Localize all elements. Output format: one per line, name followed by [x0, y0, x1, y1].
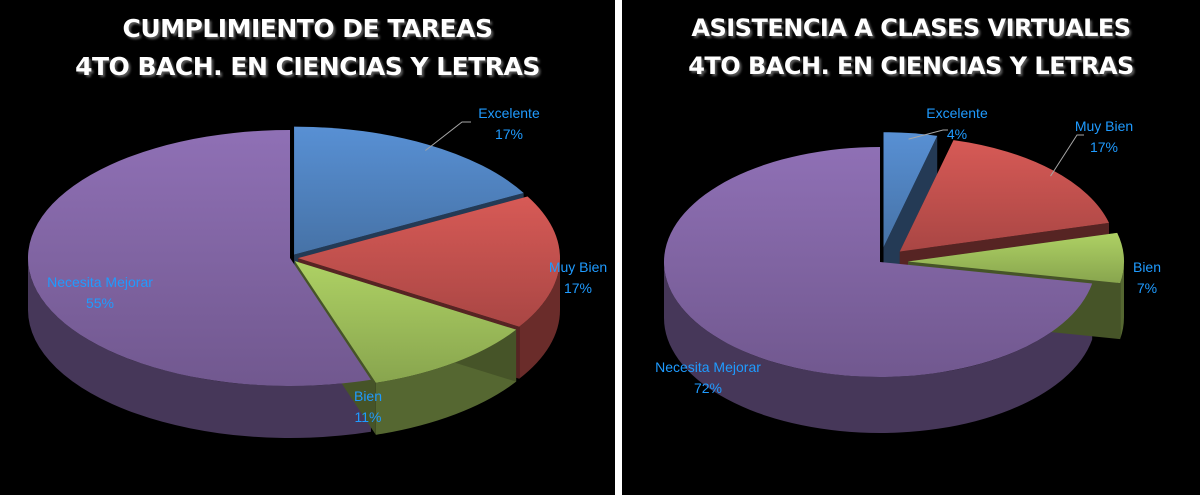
slice-category-label: Necesita Mejorar	[655, 359, 761, 375]
slice-value-label: 17%	[564, 280, 592, 296]
leader-line	[908, 129, 948, 140]
slice-category-label: Excelente	[926, 105, 988, 121]
chart-title: CUMPLIMIENTO DE TAREAS	[122, 14, 493, 43]
chart-title: ASISTENCIA A CLASES VIRTUALES	[691, 14, 1131, 42]
slice-category-label: Necesita Mejorar	[47, 274, 153, 290]
pie-slice-muy-bien	[297, 196, 560, 327]
pie-slice-necesita-mejorar	[664, 147, 1093, 378]
pie-chart-asistencia: Excelente 4% Muy Bien 17% Bien 7% Necesita Mej…	[655, 105, 1161, 433]
slice-value-label: 55%	[86, 295, 114, 311]
slice-value-label: 7%	[1137, 280, 1157, 296]
pie-slice-excelente	[883, 132, 938, 248]
chart-panel-cumplimiento: CUMPLIMIENTO DE TAREAS 4TO BACH. EN CIEN…	[0, 0, 615, 495]
pie-cut-face	[883, 135, 938, 304]
slice-value-label: 17%	[495, 126, 523, 142]
slice-value-label: 11%	[355, 409, 382, 425]
chart-subtitle: 4TO BACH. EN CIENCIAS Y LETRAS	[688, 52, 1134, 80]
leader-line	[1050, 134, 1084, 177]
leader-line	[425, 121, 471, 151]
pie-chart-cumplimiento: Excelente 17% Muy Bien 17% Bien 11% Necesita M…	[27, 105, 607, 438]
pie-slice-necesita-mejorar	[27, 130, 371, 386]
pie-slice-muy-bien	[899, 140, 1110, 252]
slice-value-label: 72%	[694, 380, 722, 396]
chart-subtitle: 4TO BACH. EN CIENCIAS Y LETRAS	[75, 52, 540, 81]
pie-slice-bien	[907, 232, 1124, 284]
chart-panel-asistencia: ASISTENCIA A CLASES VIRTUALES 4TO BACH. …	[622, 0, 1200, 495]
slice-category-label: Excelente	[478, 105, 540, 121]
slice-value-label: 4%	[947, 126, 967, 142]
slice-category-label: Muy Bien	[549, 259, 607, 275]
pie-side-muy-bien	[519, 258, 560, 379]
pie-side-bien	[1120, 261, 1124, 340]
slice-category-label: Bien	[354, 388, 382, 404]
slice-category-label: Muy Bien	[1075, 118, 1133, 134]
pie-side-necesita-mejorar	[664, 262, 1093, 433]
pie-side-necesita-mejorar	[28, 258, 371, 438]
slice-category-label: Bien	[1133, 259, 1161, 275]
pie-slice-bien	[294, 261, 517, 383]
slice-value-label: 17%	[1090, 139, 1118, 155]
pie-slice-excelente	[294, 126, 524, 255]
